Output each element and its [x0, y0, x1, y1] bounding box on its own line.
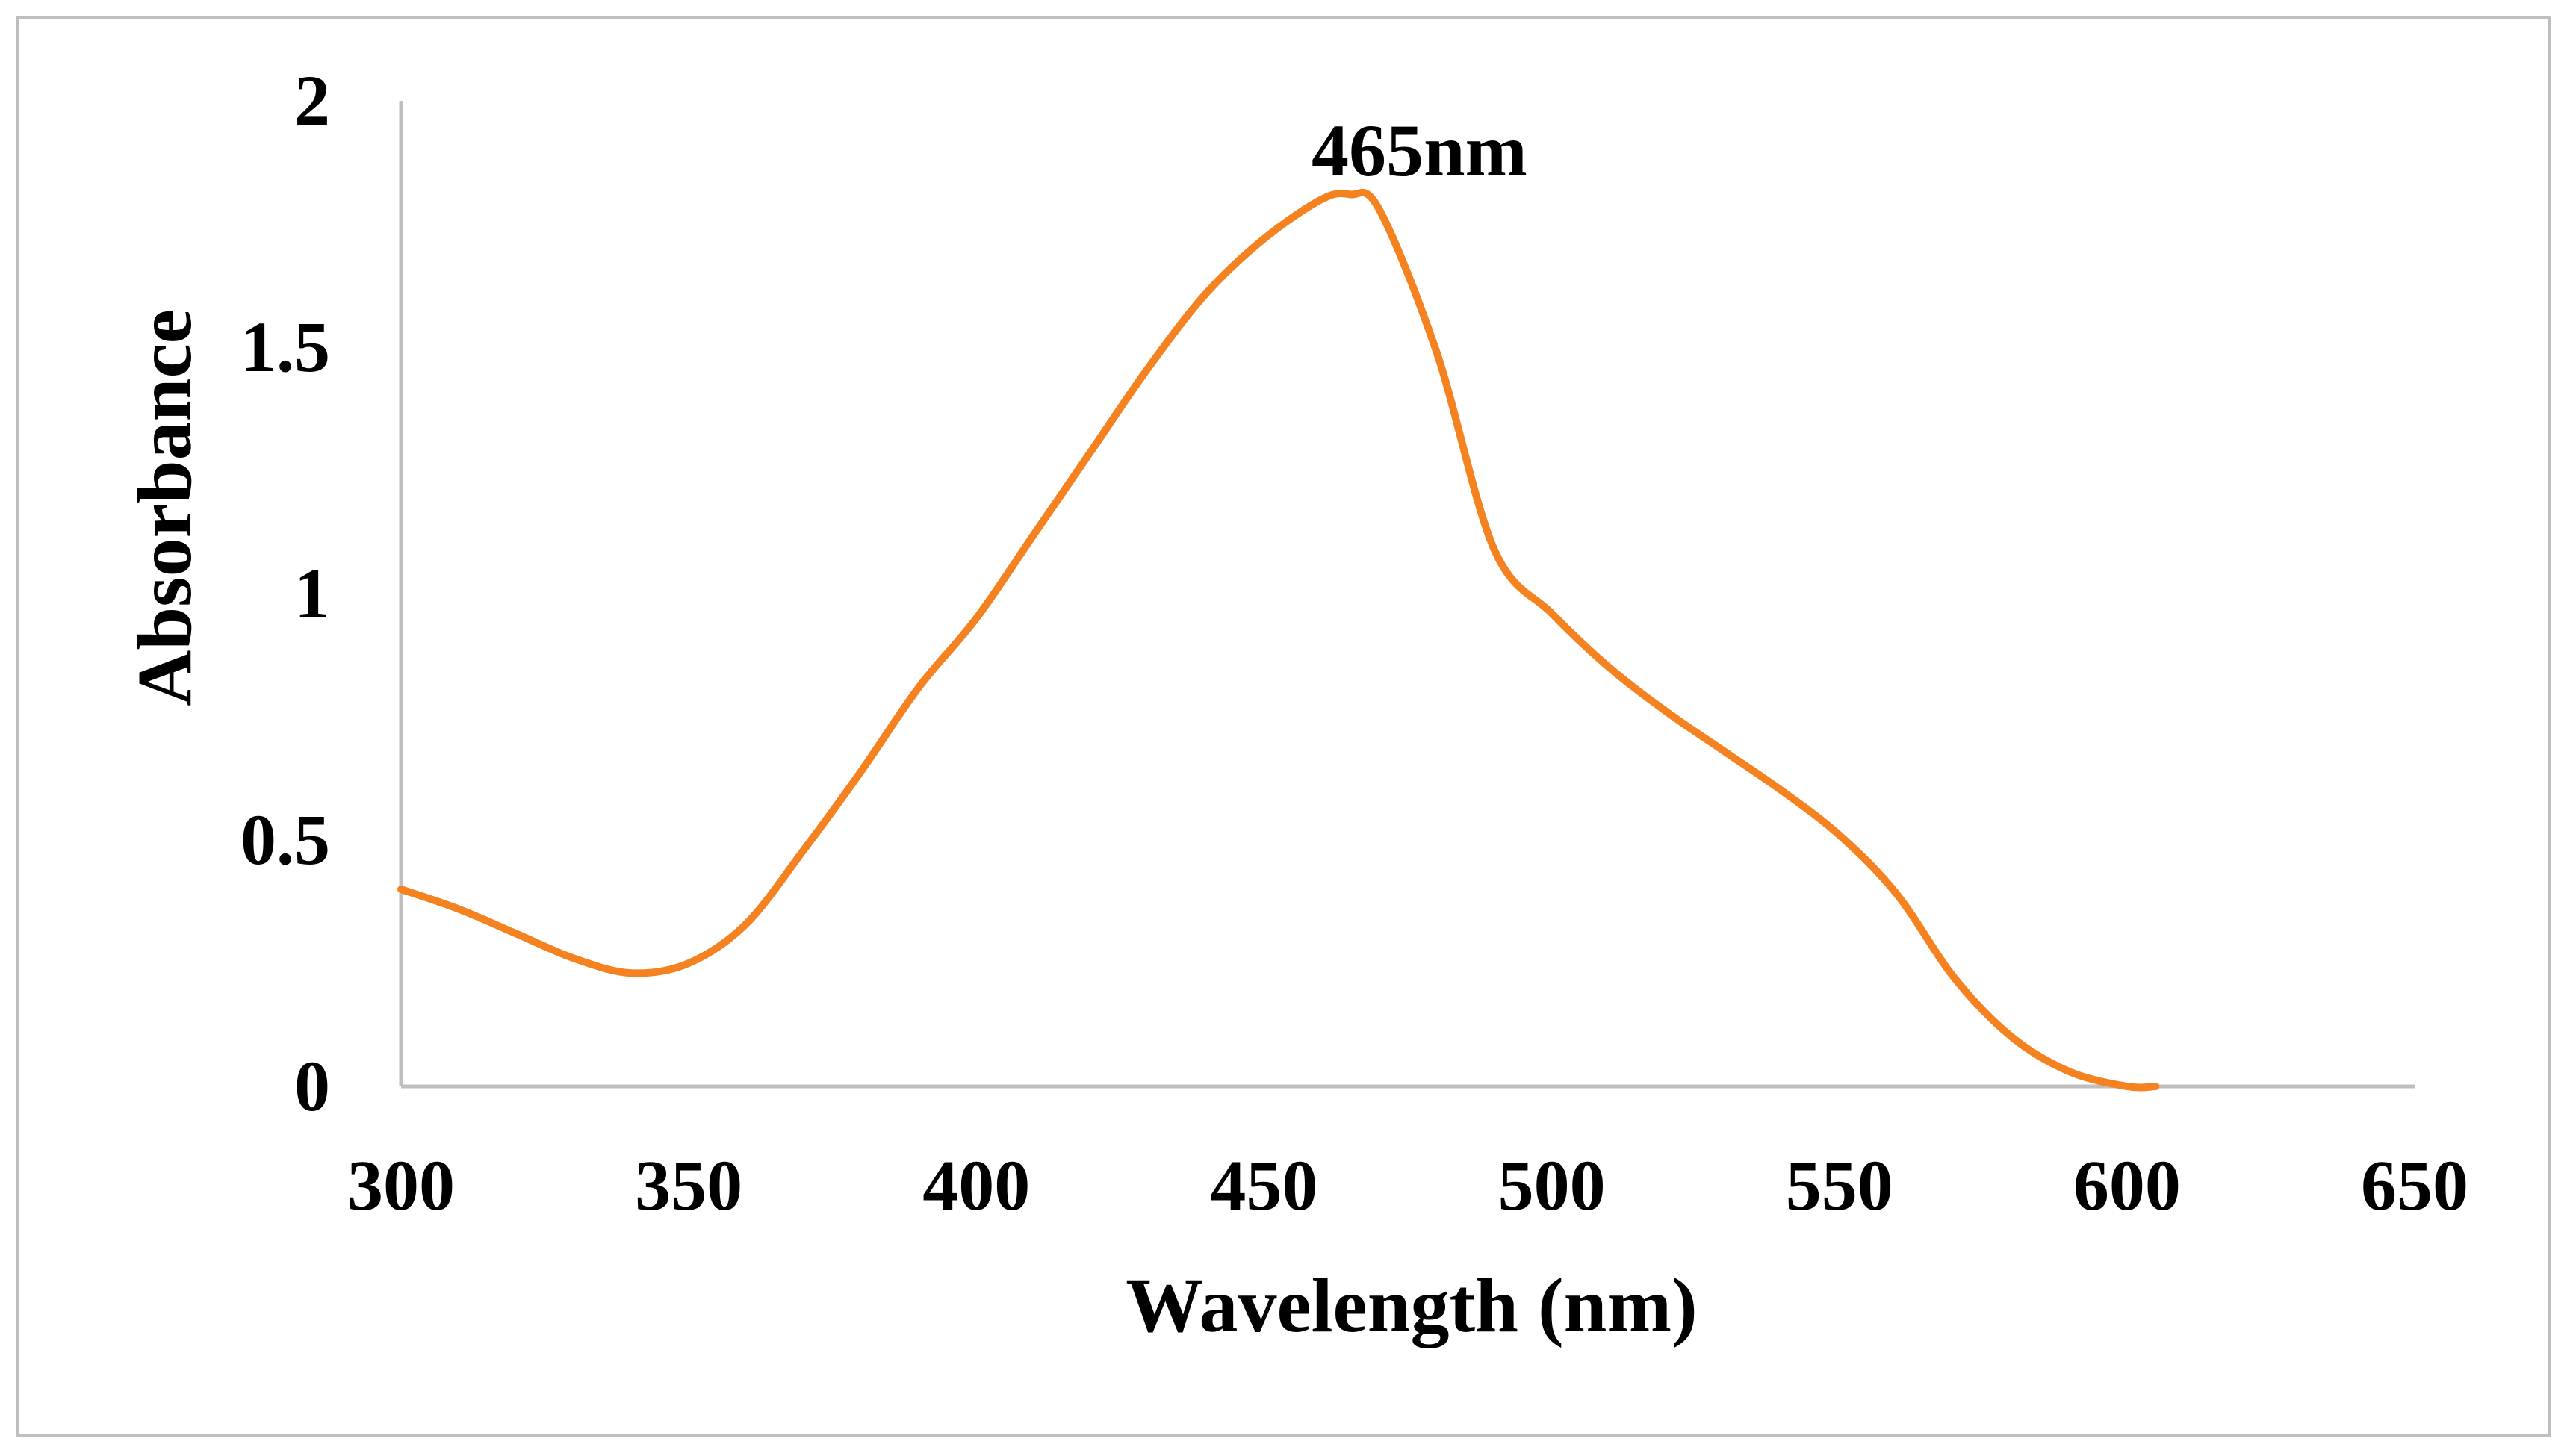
y-tick-label: 2	[294, 60, 330, 140]
y-tick-label: 0	[294, 1046, 330, 1126]
y-tick-label: 0.5	[240, 800, 330, 880]
y-tick-labels: 0 0.5 1 1.5 2	[240, 60, 330, 1126]
x-tick-label: 500	[1498, 1145, 1606, 1225]
x-tick-label: 600	[2073, 1145, 2181, 1225]
x-axis-title: Wavelength (nm)	[1126, 1263, 1698, 1348]
y-axis-title: Absorbance	[122, 309, 208, 706]
x-tick-label: 650	[2361, 1145, 2468, 1225]
x-tick-label: 450	[1210, 1145, 1317, 1225]
y-tick-label: 1	[294, 553, 330, 633]
x-tick-label: 400	[922, 1145, 1030, 1225]
x-tick-label: 350	[635, 1145, 742, 1225]
x-tick-label: 300	[347, 1145, 455, 1225]
y-tick-label: 1.5	[240, 307, 330, 387]
series-group	[397, 188, 2160, 1092]
x-tick-label: 550	[1786, 1145, 1893, 1225]
chart-frame	[16, 16, 2551, 1437]
axes	[399, 101, 2415, 1089]
x-tick-labels: 300 350 400 450 500 550 600 650	[347, 1145, 2468, 1225]
peak-annotation: 465nm	[1312, 109, 1527, 192]
series-line	[397, 188, 2160, 1092]
